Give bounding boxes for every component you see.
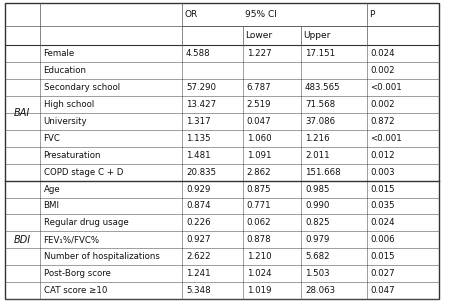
Text: 0.003: 0.003 — [370, 168, 395, 177]
Text: 0.874: 0.874 — [186, 201, 210, 210]
Text: <0.001: <0.001 — [370, 83, 402, 92]
Text: CAT score ≥10: CAT score ≥10 — [44, 286, 107, 295]
Text: 4.588: 4.588 — [186, 49, 210, 58]
Text: 28.063: 28.063 — [305, 286, 335, 295]
Text: 0.929: 0.929 — [186, 185, 210, 194]
Text: 0.771: 0.771 — [246, 201, 271, 210]
Text: P: P — [369, 10, 374, 19]
Text: Regular drug usage: Regular drug usage — [44, 218, 128, 227]
Text: Education: Education — [44, 66, 87, 75]
Text: BDI: BDI — [14, 235, 31, 245]
Text: BMI: BMI — [44, 201, 60, 210]
Text: 0.985: 0.985 — [305, 185, 329, 194]
Text: 0.015: 0.015 — [370, 252, 395, 261]
Text: 483.565: 483.565 — [305, 83, 341, 92]
Text: OR: OR — [184, 10, 198, 19]
Text: Upper: Upper — [303, 31, 331, 40]
Text: 1.210: 1.210 — [246, 252, 271, 261]
Text: 5.682: 5.682 — [305, 252, 329, 261]
Text: 0.872: 0.872 — [370, 117, 395, 126]
Text: 0.047: 0.047 — [370, 286, 395, 295]
Text: 1.481: 1.481 — [186, 151, 210, 160]
Text: 71.568: 71.568 — [305, 100, 335, 109]
Text: 0.035: 0.035 — [370, 201, 395, 210]
Text: Secondary school: Secondary school — [44, 83, 119, 92]
Text: Female: Female — [44, 49, 75, 58]
Text: 0.927: 0.927 — [186, 235, 210, 244]
Text: 0.875: 0.875 — [246, 185, 271, 194]
Text: 0.979: 0.979 — [305, 235, 329, 244]
Text: 1.241: 1.241 — [186, 269, 210, 278]
Text: <0.001: <0.001 — [370, 134, 402, 143]
Text: 2.622: 2.622 — [186, 252, 210, 261]
Text: 13.427: 13.427 — [186, 100, 216, 109]
Text: 0.990: 0.990 — [305, 201, 329, 210]
Text: 17.151: 17.151 — [305, 49, 335, 58]
Text: 1.024: 1.024 — [246, 269, 271, 278]
Text: 37.086: 37.086 — [305, 117, 335, 126]
Text: 2.011: 2.011 — [305, 151, 329, 160]
Text: 0.015: 0.015 — [370, 185, 395, 194]
Text: 20.835: 20.835 — [186, 168, 216, 177]
Text: 1.227: 1.227 — [246, 49, 271, 58]
Text: COPD stage C + D: COPD stage C + D — [44, 168, 123, 177]
Text: 1.091: 1.091 — [246, 151, 271, 160]
Text: 0.878: 0.878 — [246, 235, 271, 244]
Text: 0.024: 0.024 — [370, 218, 395, 227]
Text: University: University — [44, 117, 87, 126]
Text: 0.006: 0.006 — [370, 235, 395, 244]
Text: 1.135: 1.135 — [186, 134, 210, 143]
Text: 1.216: 1.216 — [305, 134, 329, 143]
Text: 151.668: 151.668 — [305, 168, 341, 177]
Text: 1.060: 1.060 — [246, 134, 271, 143]
Text: 0.226: 0.226 — [186, 218, 210, 227]
Text: BAI: BAI — [14, 108, 30, 118]
Text: High school: High school — [44, 100, 94, 109]
Text: 0.024: 0.024 — [370, 49, 395, 58]
Text: Number of hospitalizations: Number of hospitalizations — [44, 252, 159, 261]
Text: Lower: Lower — [245, 31, 273, 40]
Text: 6.787: 6.787 — [246, 83, 271, 92]
Text: 95% CI: 95% CI — [245, 10, 277, 19]
Text: 0.027: 0.027 — [370, 269, 395, 278]
Text: 0.047: 0.047 — [246, 117, 271, 126]
Text: FEV₁%/FVC%: FEV₁%/FVC% — [44, 235, 100, 244]
Text: 0.825: 0.825 — [305, 218, 329, 227]
Text: Post-Borg score: Post-Borg score — [44, 269, 110, 278]
Text: 2.862: 2.862 — [246, 168, 271, 177]
Text: 2.519: 2.519 — [246, 100, 271, 109]
Text: 5.348: 5.348 — [186, 286, 210, 295]
Text: Age: Age — [44, 185, 60, 194]
Text: 57.290: 57.290 — [186, 83, 216, 92]
Text: FVC: FVC — [44, 134, 60, 143]
Text: 1.317: 1.317 — [186, 117, 210, 126]
Text: Presaturation: Presaturation — [44, 151, 101, 160]
Text: 0.002: 0.002 — [370, 66, 395, 75]
Text: 1.019: 1.019 — [246, 286, 271, 295]
Text: 0.002: 0.002 — [370, 100, 395, 109]
Text: 0.062: 0.062 — [246, 218, 271, 227]
Text: 0.012: 0.012 — [370, 151, 395, 160]
Text: 1.503: 1.503 — [305, 269, 329, 278]
